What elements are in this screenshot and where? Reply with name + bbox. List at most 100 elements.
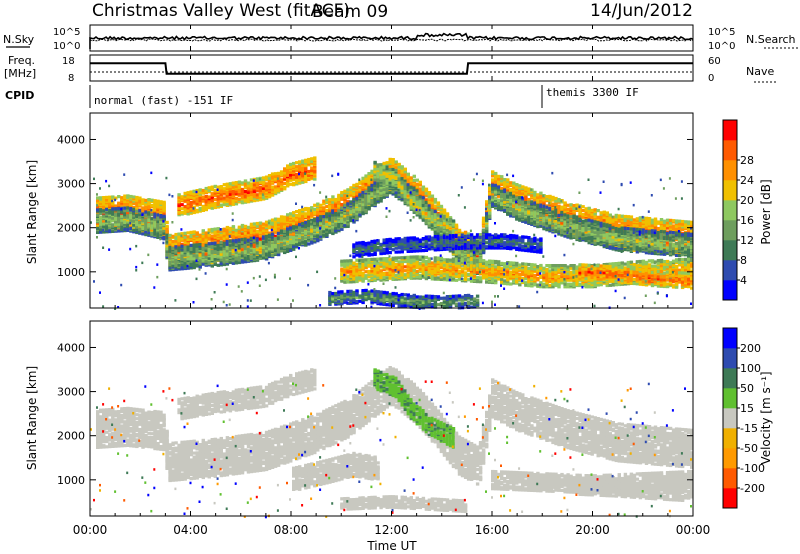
nsearch-tick-bottom: 10^0 (708, 41, 735, 52)
freq-label-1: Freq. (8, 54, 35, 67)
heatmap-cell (177, 193, 181, 197)
heatmap-cell (159, 218, 163, 222)
heatmap-cell (406, 211, 409, 214)
heatmap-cell (237, 255, 242, 259)
heatmap-cell (292, 211, 296, 215)
heatmap-cell (192, 250, 196, 254)
heatmap-cell (219, 203, 223, 207)
heatmap-cell (135, 269, 138, 272)
heatmap-cell (379, 269, 383, 273)
heatmap-cell (255, 193, 260, 197)
heatmap-cell (204, 242, 208, 246)
heatmap-cell (304, 230, 308, 234)
heatmap-cell (240, 251, 245, 255)
heatmap-cell (150, 213, 154, 217)
heatmap-cell (156, 199, 160, 203)
heatmap-cell (201, 229, 205, 233)
heatmap-cell (108, 228, 112, 232)
heatmap-cell (186, 237, 190, 242)
heatmap-cell (162, 212, 166, 216)
heatmap-cell (279, 178, 284, 182)
heatmap-cell (126, 208, 130, 213)
heatmap-cell (273, 217, 278, 221)
heatmap-cell (228, 235, 231, 238)
heatmap-cell (105, 203, 109, 207)
heatmap-cell (108, 184, 111, 188)
heatmap-cell (213, 202, 217, 206)
heatmap-cell (279, 215, 284, 219)
nsearch-label: N.Search (746, 33, 796, 46)
heatmap-cell (400, 256, 404, 260)
heatmap-cell (397, 174, 401, 178)
heatmap-cell (120, 226, 124, 230)
heatmap-cell (400, 165, 404, 169)
heatmap-cell (192, 254, 196, 258)
heatmap-cell (138, 199, 142, 203)
heatmap-cell (394, 263, 398, 267)
heatmap-cell (207, 231, 210, 235)
heatmap-cell (114, 204, 118, 208)
heatmap-cell (174, 245, 178, 249)
heatmap-cell (165, 224, 169, 228)
heatmap-cell (325, 204, 329, 208)
heatmap-cell (382, 290, 386, 294)
heatmap-cell (198, 188, 202, 192)
heatmap-cell (180, 237, 184, 241)
heatmap-cell (237, 285, 240, 288)
heatmap-cell (159, 214, 163, 218)
heatmap-cell (162, 241, 165, 245)
heatmap-cell (325, 208, 329, 212)
heatmap-cell (156, 275, 159, 279)
heatmap-cell (289, 226, 293, 230)
heatmap-cell (252, 179, 255, 182)
heatmap-cell (358, 193, 362, 197)
heatmap-cell (367, 258, 371, 262)
heatmap-cell (258, 221, 263, 225)
heatmap-cell (334, 197, 338, 202)
heatmap-cell (120, 218, 124, 222)
heatmap-cell (183, 231, 187, 235)
heatmap-cell (270, 172, 275, 176)
plot-title: Christmas Valley West (fitACF) (92, 1, 350, 21)
heatmap-cell (222, 227, 227, 231)
heatmap-cell (153, 286, 156, 289)
heatmap-cell (144, 198, 148, 202)
heatmap-cell (388, 157, 392, 161)
heatmap-cell (388, 251, 392, 255)
heatmap-cell (192, 243, 196, 247)
heatmap-cell (210, 241, 214, 246)
heatmap-cell (147, 215, 151, 219)
heatmap-cell (96, 204, 98, 207)
heatmap-cell (105, 195, 109, 199)
heatmap-cell (114, 216, 118, 220)
heatmap-cell (132, 202, 136, 206)
heatmap-cell (204, 272, 207, 275)
heatmap-cell (298, 239, 302, 243)
heatmap-cell (147, 231, 151, 235)
heatmap-cell (355, 299, 359, 304)
heatmap-cell (340, 290, 344, 294)
heatmap-cell (400, 177, 404, 181)
heatmap-cell (186, 191, 190, 195)
heatmap-cell (388, 255, 391, 258)
heatmap-cell (198, 190, 202, 195)
heatmap-cell (108, 215, 112, 219)
heatmap-cell (346, 301, 349, 304)
heatmap-cell (129, 202, 133, 206)
heatmap-cell (168, 252, 172, 256)
heatmap-cell (406, 172, 410, 176)
heatmap-cell (258, 177, 261, 181)
heatmap-cell (162, 200, 166, 204)
heatmap-cell (207, 237, 211, 241)
heatmap-cell (304, 212, 308, 216)
heatmap-cell (352, 183, 356, 187)
heatmap-cell (189, 195, 193, 199)
heatmap-cell (273, 172, 278, 176)
heatmap-cell (316, 202, 320, 206)
heatmap-cell (198, 261, 202, 265)
heatmap-cell (156, 235, 160, 239)
heatmap-cell (249, 255, 254, 259)
heatmap-cell (301, 205, 304, 209)
heatmap-cell (364, 174, 368, 178)
heatmap-cell (385, 303, 389, 307)
